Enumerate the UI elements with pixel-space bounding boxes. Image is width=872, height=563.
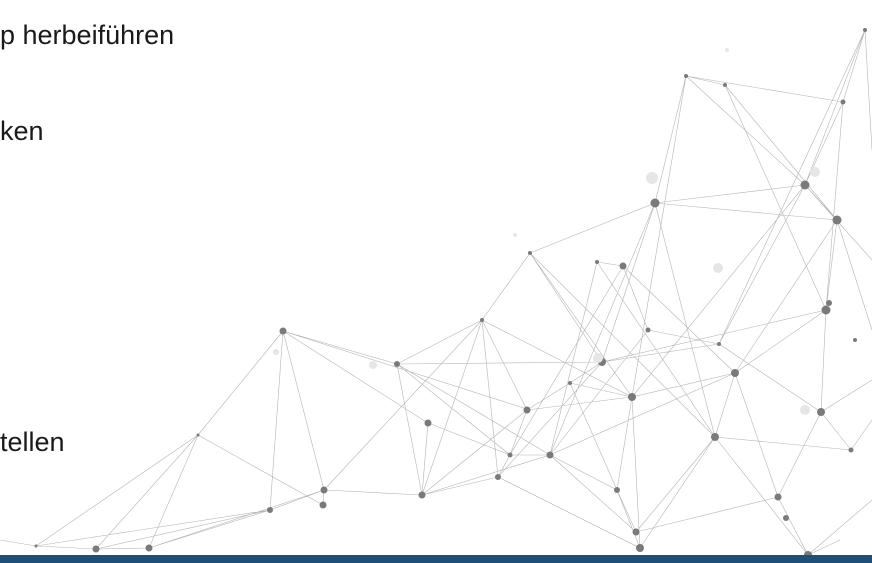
network-graphic [0, 0, 872, 555]
text-line: p herbeiführen [0, 20, 174, 51]
footer-bar [0, 555, 872, 563]
network-nodes [35, 28, 868, 555]
text-line: ken [0, 116, 44, 147]
slide: {"slide": {"lines": ["p herbeiführen", "… [0, 0, 872, 563]
network-faint-nodes [273, 48, 820, 415]
text-line: tellen [0, 427, 65, 458]
network-lines [0, 30, 872, 555]
